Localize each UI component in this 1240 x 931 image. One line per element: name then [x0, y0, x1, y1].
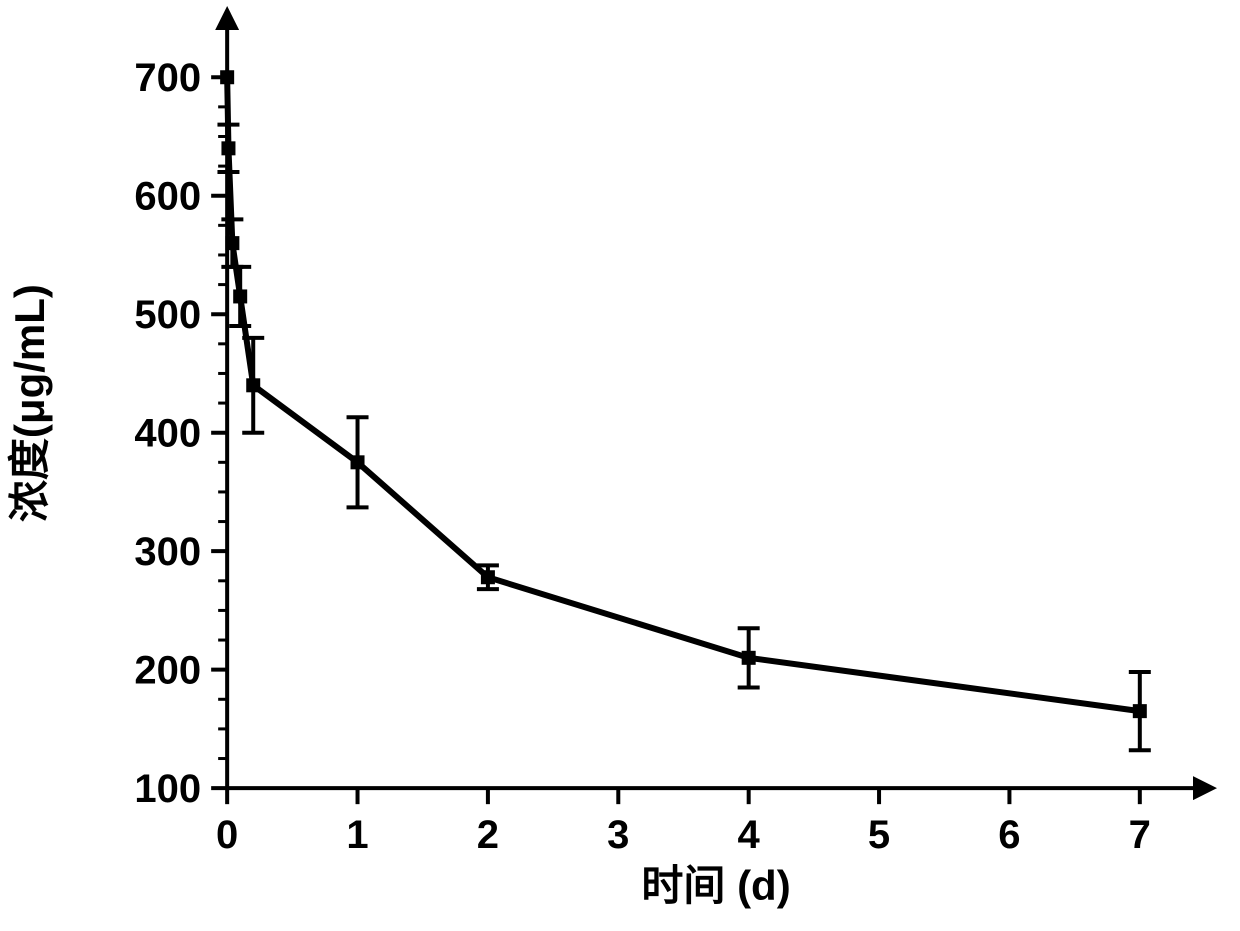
data-marker — [351, 455, 365, 469]
data-marker — [742, 651, 756, 665]
y-axis-title: 浓度(μg/mL) — [6, 284, 53, 522]
y-tick-label: 300 — [134, 530, 201, 574]
y-tick-label: 700 — [134, 56, 201, 100]
x-tick-label: 0 — [216, 813, 238, 857]
y-tick-label: 500 — [134, 293, 201, 337]
data-marker — [481, 570, 495, 584]
x-tick-label: 1 — [346, 813, 368, 857]
x-tick-label: 4 — [738, 813, 761, 857]
x-axis-title: 时间 (d) — [641, 862, 790, 909]
pk-chart: 0 1 2 3 4 5 6 7 100 200 300 400 500 600 700 时间 (d) 浓度(μg… — [0, 0, 1240, 931]
x-tick-label: 5 — [868, 813, 890, 857]
x-tick-label: 6 — [998, 813, 1020, 857]
data-marker — [246, 378, 260, 392]
data-marker — [220, 70, 234, 84]
y-tick-label: 100 — [134, 767, 201, 811]
x-tick-label: 3 — [607, 813, 629, 857]
x-tick-label: 2 — [477, 813, 499, 857]
data-marker — [225, 236, 239, 250]
y-tick-label: 400 — [134, 412, 201, 456]
x-tick-label: 7 — [1129, 813, 1151, 857]
data-marker — [1133, 704, 1147, 718]
y-tick-label: 200 — [134, 649, 201, 693]
series-line — [227, 77, 1140, 711]
chart-svg: 0 1 2 3 4 5 6 7 100 200 300 400 500 600 700 时间 (d) 浓度(μg… — [0, 0, 1240, 931]
y-tick-label: 600 — [134, 175, 201, 219]
data-marker — [233, 289, 247, 303]
data-marker — [221, 141, 235, 155]
